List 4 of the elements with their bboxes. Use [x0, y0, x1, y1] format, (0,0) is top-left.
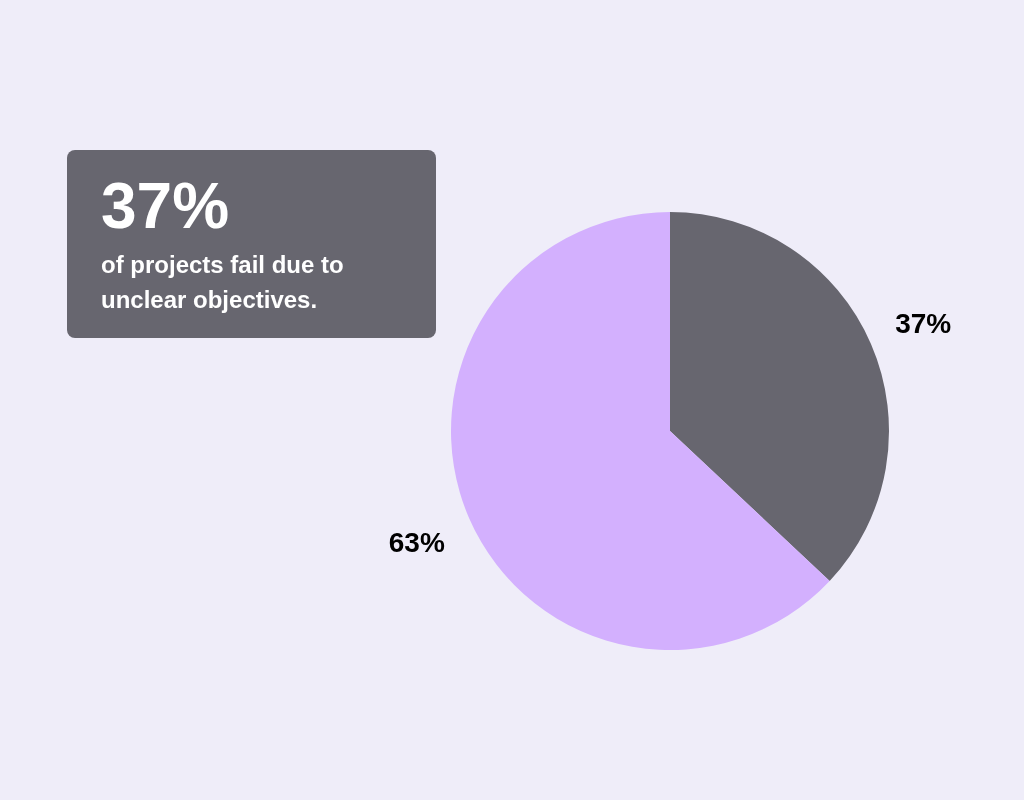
- data-label: 63%: [388, 527, 445, 559]
- data-label: 37%: [895, 308, 952, 340]
- text: of projects fail due to unclear objectives.: [101, 250, 345, 315]
- chart-title: 37%: [101, 170, 231, 242]
